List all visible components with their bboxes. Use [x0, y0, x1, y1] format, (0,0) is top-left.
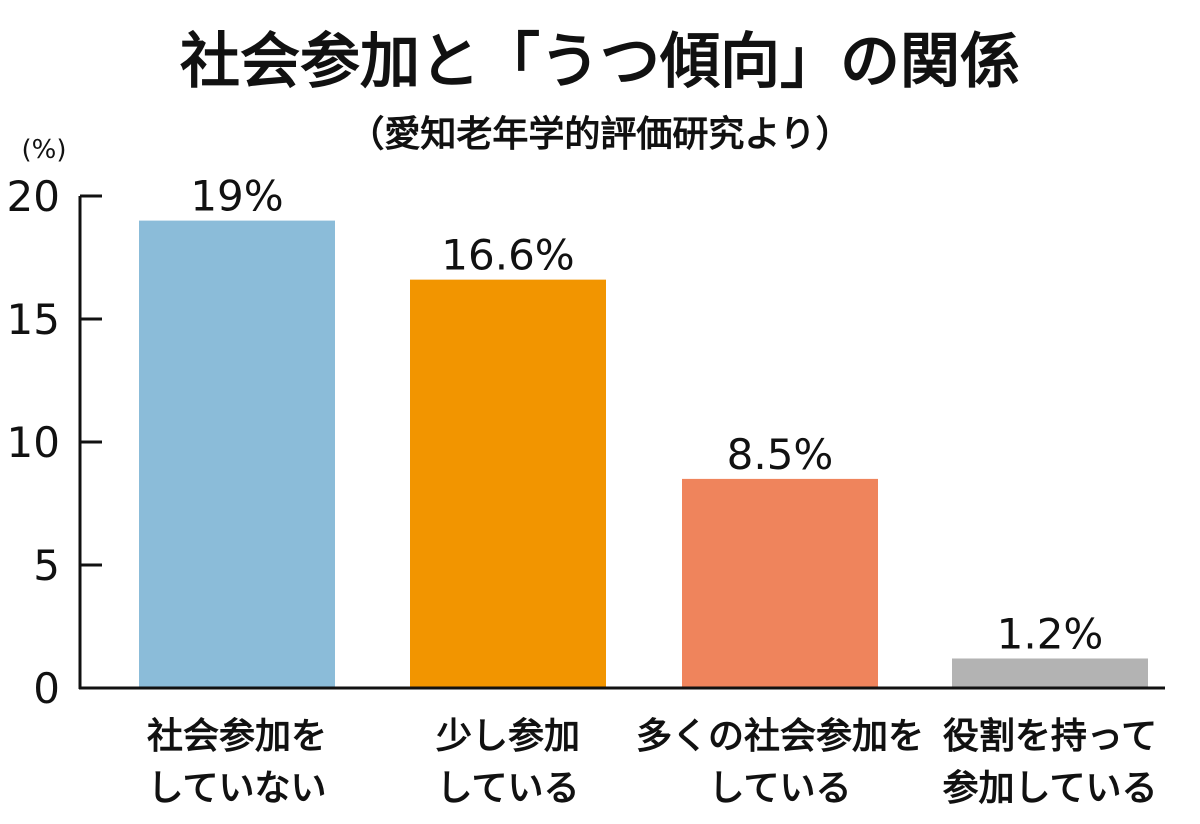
y-tick-label: 20 — [7, 172, 60, 221]
category-labels: 社会参加をしていない少し参加している多くの社会参加をしている役割を持って参加して… — [147, 716, 1157, 809]
value-labels: 19% 16.6% 8.5% 1.2% — [190, 172, 1103, 659]
bars — [139, 220, 1148, 688]
bar-value-label: 8.5% — [727, 430, 834, 479]
bar — [139, 220, 335, 688]
bar — [682, 478, 878, 688]
bar-value-label: 1.2% — [997, 609, 1104, 658]
category-label: している — [437, 768, 580, 809]
bar-value-label: 16.6% — [441, 231, 574, 280]
category-label: している — [709, 768, 852, 809]
y-axis-unit-label: (%) — [22, 135, 67, 165]
y-tick-label: 0 — [33, 664, 60, 713]
category-label: していない — [148, 768, 327, 809]
category-label: 多くの社会参加を — [636, 716, 924, 757]
y-tick-label: 15 — [7, 295, 60, 344]
bar-value-label: 19% — [190, 172, 283, 221]
chart-subtitle: （愛知老年学的評価研究より） — [348, 113, 851, 155]
y-axis: 0 5 10 15 20 — [7, 172, 102, 713]
category-label: 社会参加を — [147, 716, 327, 757]
chart-title: 社会参加と「うつ傾向」の関係 — [180, 27, 1020, 97]
bar — [952, 658, 1148, 688]
category-label: 役割を持って — [943, 716, 1157, 757]
category-label: 少し参加 — [436, 716, 580, 757]
category-label: 参加している — [943, 768, 1158, 809]
y-tick-label: 5 — [33, 541, 60, 590]
bar — [410, 279, 606, 688]
y-tick-label: 10 — [7, 418, 60, 467]
